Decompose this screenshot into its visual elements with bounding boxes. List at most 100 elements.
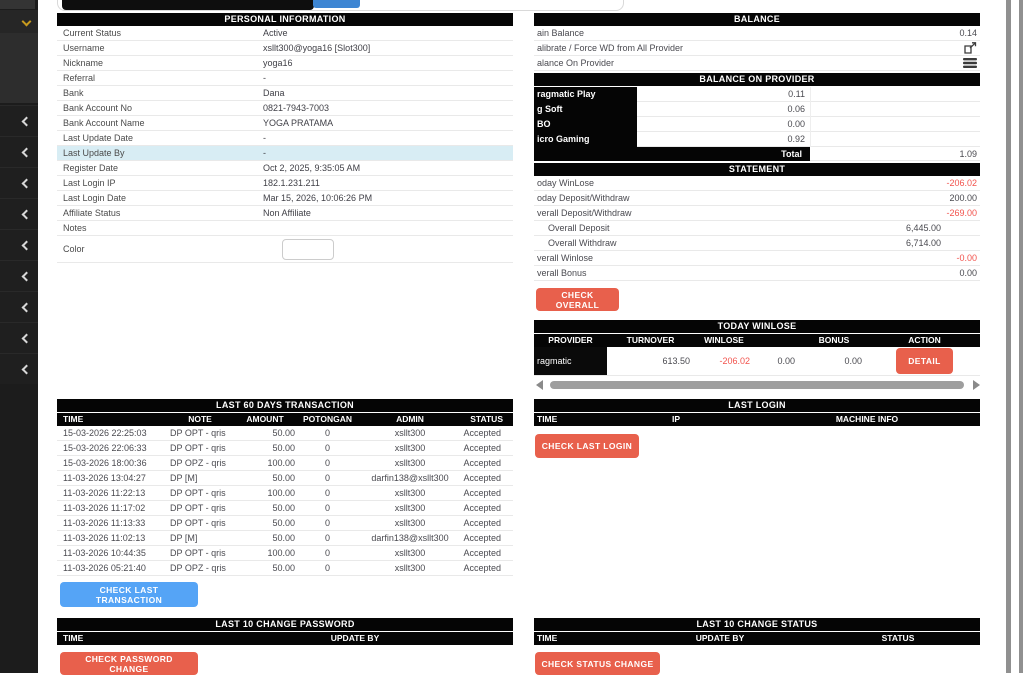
tx-potongan: 0	[324, 473, 330, 483]
chevron-left-icon	[21, 240, 32, 250]
provider-spacer	[810, 116, 980, 132]
tx-admin: xsllt300	[394, 563, 426, 573]
color-input[interactable]	[281, 238, 334, 260]
personal-info-table: Current Status Active Username xsllt300@yo…	[57, 26, 513, 263]
winlose-bonus: 0.00	[844, 356, 862, 366]
balance-value: 0.14	[959, 28, 977, 38]
provider-value: 0.92	[787, 134, 805, 144]
statement-row: oday WinLose -206.02	[534, 176, 980, 191]
tx-admin: xsllt300	[394, 443, 426, 453]
sidebar-item[interactable]	[0, 260, 38, 291]
info-row-highlighted: Last Update By -	[57, 146, 513, 161]
info-value: Non Affiliate	[263, 208, 311, 218]
change-password-header: LAST 10 CHANGE PASSWORD	[57, 618, 513, 631]
sidebar-toggle[interactable]	[0, 10, 38, 33]
tx-potongan: 0	[324, 443, 330, 453]
check-status-change-button[interactable]: CHECK STATUS CHANGE	[535, 652, 660, 675]
tx-admin: xsllt300	[394, 428, 426, 438]
check-overall-button[interactable]: CHECK OVERALL	[536, 288, 619, 311]
chevron-left-icon	[21, 364, 32, 374]
col-ip: IP	[671, 414, 681, 424]
tx-potongan: 0	[324, 458, 330, 468]
provider-row: icro Gaming 0.92	[534, 131, 980, 147]
transaction-row: 15-03-2026 22:25:03 DP OPT - qris 50.00 0 xs…	[57, 426, 513, 441]
tx-amount: 100.00	[267, 548, 295, 558]
member-search-input[interactable]	[62, 0, 314, 10]
check-password-change-button[interactable]: CHECK PASSWORD CHANGE	[60, 652, 198, 675]
check-last-login-button[interactable]: CHECK LAST LOGIN	[535, 434, 639, 458]
export-icon[interactable]	[964, 42, 977, 54]
col-time: TIME	[63, 633, 84, 643]
info-row: Nickname yoga16	[57, 56, 513, 71]
info-label: Color	[63, 244, 85, 254]
balance-label: ain Balance	[537, 28, 585, 38]
winlose-col4: 0.00	[777, 356, 795, 366]
col-provider: PROVIDER	[548, 335, 593, 345]
chevron-down-icon	[21, 16, 32, 27]
scroll-left-icon[interactable]	[536, 380, 543, 390]
balance-row: alibrate / Force WD from All Provider	[534, 41, 980, 56]
statement-label: Overall Deposit	[548, 223, 610, 233]
sidebar-item[interactable]	[0, 291, 38, 322]
tx-amount: 50.00	[272, 473, 295, 483]
winlose-turnover: 613.50	[662, 356, 690, 366]
col-bonus: BONUS	[818, 335, 850, 345]
detail-button[interactable]: DETAIL	[896, 348, 953, 374]
vertical-scrollbar[interactable]	[1006, 0, 1011, 673]
vertical-scrollbar-outer[interactable]	[1019, 0, 1023, 673]
scrollbar-thumb[interactable]	[550, 381, 964, 389]
transactions-header: LAST 60 DAYS TRANSACTION	[57, 399, 513, 412]
chevron-left-icon	[21, 147, 32, 157]
statement-label: oday Deposit/Withdraw	[537, 193, 630, 203]
sidebar-item[interactable]	[0, 105, 38, 136]
chevron-left-icon	[21, 178, 32, 188]
info-row: Last Login Date Mar 15, 2026, 10:06:26 PM	[57, 191, 513, 206]
tx-status: Accepted	[463, 518, 501, 528]
force-wd-action[interactable]	[964, 42, 980, 54]
statement-value: -269.00	[946, 208, 977, 218]
info-row: Register Date Oct 2, 2025, 9:35:05 AM	[57, 161, 513, 176]
info-value: Active	[263, 28, 288, 38]
sidebar-item[interactable]	[0, 198, 38, 229]
tx-potongan: 0	[324, 503, 330, 513]
col-time: TIME	[537, 633, 558, 643]
tx-time: 11-03-2026 11:13:33	[63, 518, 146, 528]
tx-amount: 100.00	[267, 488, 295, 498]
rows-icon[interactable]	[963, 58, 977, 68]
statement-value: 200.00	[949, 193, 977, 203]
info-value: Mar 15, 2026, 10:06:26 PM	[263, 193, 373, 203]
horizontal-scrollbar[interactable]	[534, 379, 980, 391]
tx-note: DP OPT - qris	[170, 548, 226, 558]
sidebar-item[interactable]	[0, 136, 38, 167]
sidebar-item[interactable]	[0, 167, 38, 198]
balance-on-provider-action[interactable]	[963, 58, 980, 68]
balance-header: BALANCE	[534, 13, 980, 26]
right-column: BALANCE ain Balance 0.14 alibrate / Forc…	[534, 13, 980, 675]
sidebar-item[interactable]	[0, 229, 38, 260]
chevron-left-icon	[21, 333, 32, 343]
tx-note: DP OPT - qris	[170, 428, 226, 438]
info-label: Username	[63, 43, 105, 53]
personal-info-header: PERSONAL INFORMATION	[57, 13, 513, 26]
search-button[interactable]	[313, 0, 360, 8]
sidebar-item[interactable]	[0, 353, 38, 384]
today-winlose-column-header: PROVIDER TURNOVER WINLOSE BONUS ACTION	[534, 334, 980, 347]
col-time: TIME	[63, 414, 84, 424]
scroll-right-icon[interactable]	[973, 380, 980, 390]
info-row: Referral -	[57, 71, 513, 86]
info-label: Current Status	[63, 28, 122, 38]
statement-table: oday WinLose -206.02 oday Deposit/Withdra…	[534, 176, 980, 281]
info-label: Bank	[63, 88, 84, 98]
sidebar-item[interactable]	[0, 322, 38, 353]
info-row: Bank Dana	[57, 86, 513, 101]
info-row: Last Update Date -	[57, 131, 513, 146]
info-label: Register Date	[63, 163, 119, 173]
change-status-header: LAST 10 CHANGE STATUS	[534, 618, 980, 631]
provider-row: ragmatic Play 0.11	[534, 86, 980, 102]
chevron-left-icon	[21, 302, 32, 312]
tx-amount: 50.00	[272, 518, 295, 528]
chevron-left-icon	[21, 271, 32, 281]
info-value: -	[263, 148, 266, 158]
transaction-row: 11-03-2026 11:02:13 DP [M] 50.00 0 darfin138…	[57, 531, 513, 546]
check-last-transaction-button[interactable]: CHECK LAST TRANSACTION	[60, 582, 198, 607]
